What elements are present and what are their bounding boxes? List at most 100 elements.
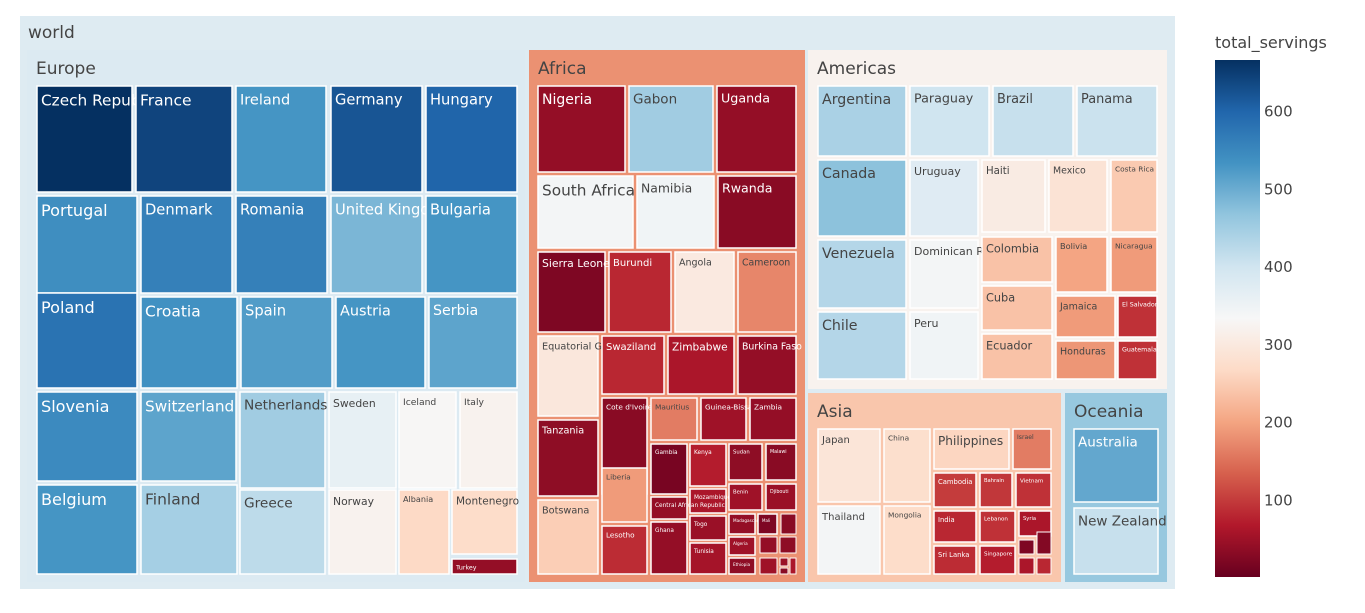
tile-small-8[interactable] <box>1036 531 1052 555</box>
tile-romania[interactable] <box>235 195 328 294</box>
tile-small-3[interactable] <box>759 557 778 575</box>
tile-burkina-faso[interactable] <box>737 335 797 395</box>
tile-greece[interactable] <box>239 489 326 575</box>
tile-nicaragua[interactable] <box>1110 236 1158 293</box>
tile-sri-lanka[interactable] <box>933 545 977 575</box>
tile-hungary[interactable] <box>425 85 518 193</box>
tile-angola[interactable] <box>674 251 735 333</box>
tile-cuba[interactable] <box>981 285 1053 331</box>
tile-nigeria[interactable] <box>537 85 626 173</box>
tile-turkey[interactable] <box>451 558 518 575</box>
tile-costa-rica[interactable] <box>1110 159 1158 233</box>
tile-small-0[interactable] <box>780 513 797 535</box>
tile-iceland[interactable] <box>398 391 457 489</box>
tile-finland[interactable] <box>140 484 238 575</box>
tile-dominican-republic[interactable] <box>909 239 979 309</box>
tile-south-africa[interactable] <box>537 175 634 249</box>
tile-czech-republic[interactable] <box>36 85 133 193</box>
tile-small-2[interactable] <box>779 536 797 554</box>
tile-croatia[interactable] <box>140 296 238 389</box>
tile-zimbabwe[interactable] <box>667 335 735 395</box>
tile-ireland[interactable] <box>235 85 327 193</box>
tile-central-african-republic[interactable] <box>650 496 688 520</box>
tile-mali[interactable] <box>757 513 778 535</box>
tile-uganda[interactable] <box>716 85 797 173</box>
tile-liberia[interactable] <box>601 467 648 523</box>
tile-panama[interactable] <box>1076 85 1158 157</box>
tile-serbia[interactable] <box>428 296 518 389</box>
tile-bulgaria[interactable] <box>425 195 518 294</box>
tile-cambodia[interactable] <box>933 472 977 508</box>
tile-benin[interactable] <box>728 483 763 511</box>
tile-venezuela[interactable] <box>817 239 907 309</box>
tile-swaziland[interactable] <box>601 335 665 395</box>
tile-tanzania[interactable] <box>537 419 599 497</box>
tile-el-salvador[interactable] <box>1117 295 1158 338</box>
tile-small-7[interactable] <box>1018 539 1035 555</box>
tile-colombia[interactable] <box>981 236 1053 283</box>
tile-djibouti[interactable] <box>765 483 797 511</box>
tile-equatorial-guinea[interactable] <box>537 335 599 417</box>
tile-gabon[interactable] <box>628 85 714 173</box>
tile-botswana[interactable] <box>537 499 599 575</box>
tile-sierra-leone[interactable] <box>537 251 606 333</box>
tile-ethiopia[interactable] <box>728 557 756 575</box>
tile-mexico[interactable] <box>1048 159 1108 233</box>
tile-haiti[interactable] <box>981 159 1046 233</box>
tile-mauritius[interactable] <box>650 397 698 441</box>
tile-small-1[interactable] <box>759 536 778 554</box>
tile-peru[interactable] <box>909 311 979 380</box>
tile-united-kingdom[interactable] <box>330 195 423 294</box>
tile-netherlands[interactable] <box>239 391 326 489</box>
tile-mozambique[interactable] <box>689 488 727 514</box>
tile-india[interactable] <box>933 510 977 543</box>
tile-australia[interactable] <box>1073 428 1159 503</box>
tile-brazil[interactable] <box>992 85 1074 157</box>
tile-small-9[interactable] <box>1018 557 1035 575</box>
tile-gambia[interactable] <box>650 443 688 495</box>
tile-germany[interactable] <box>330 85 423 193</box>
tile-denmark[interactable] <box>140 195 233 294</box>
tile-uruguay[interactable] <box>909 159 979 237</box>
tile-malawi[interactable] <box>765 443 797 481</box>
tile-tunisia[interactable] <box>689 542 727 575</box>
tile-sudan[interactable] <box>728 443 763 481</box>
tile-italy[interactable] <box>459 391 518 489</box>
tile-namibia[interactable] <box>636 175 715 249</box>
tile-bahrain[interactable] <box>979 472 1013 508</box>
tile-togo[interactable] <box>689 515 727 541</box>
tile-china[interactable] <box>883 428 931 503</box>
tile-austria[interactable] <box>335 296 426 389</box>
tile-israel[interactable] <box>1012 428 1052 470</box>
tile-poland[interactable] <box>36 292 138 389</box>
tile-guinea-bissau[interactable] <box>700 397 747 441</box>
tile-madagascar[interactable] <box>728 513 756 535</box>
tile-paraguay[interactable] <box>909 85 990 157</box>
tile-argentina[interactable] <box>817 85 907 157</box>
tile-vietnam[interactable] <box>1015 472 1052 508</box>
tile-mongolia[interactable] <box>883 505 931 575</box>
tile-lesotho[interactable] <box>601 525 648 575</box>
tile-slovenia[interactable] <box>36 391 138 482</box>
tile-rwanda[interactable] <box>717 175 797 249</box>
tile-ghana[interactable] <box>650 521 688 575</box>
tile-albania[interactable] <box>398 489 450 575</box>
tile-japan[interactable] <box>817 428 881 503</box>
tile-small-10[interactable] <box>1036 557 1052 575</box>
tile-new-zealand[interactable] <box>1073 507 1159 575</box>
tile-cameroon[interactable] <box>737 251 797 333</box>
tile-france[interactable] <box>135 85 233 193</box>
tile-kenya[interactable] <box>689 443 727 487</box>
tile-canada[interactable] <box>817 159 907 237</box>
tile-switzerland[interactable] <box>140 391 237 482</box>
tile-small-6[interactable] <box>779 567 789 575</box>
tile-singapore[interactable] <box>979 545 1016 575</box>
tile-sweden[interactable] <box>328 391 397 489</box>
tile-ecuador[interactable] <box>981 333 1053 380</box>
tile-honduras[interactable] <box>1055 340 1116 380</box>
tile-guatemala[interactable] <box>1117 340 1158 380</box>
tile-norway[interactable] <box>328 489 397 575</box>
tile-burundi[interactable] <box>608 251 672 333</box>
tile-thailand[interactable] <box>817 505 881 575</box>
tile-small-4[interactable] <box>779 557 789 567</box>
